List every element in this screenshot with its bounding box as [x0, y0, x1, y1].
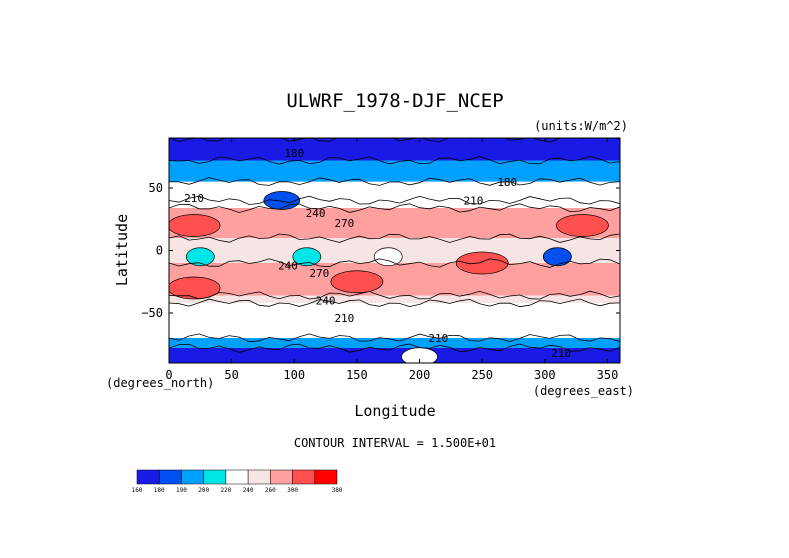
contour-line-2: [169, 177, 620, 186]
field-feature-6: [455, 251, 509, 275]
contour-line-5: [169, 233, 620, 243]
colorbar-swatch-0: [136, 469, 160, 485]
colorbar-label-2: 190: [176, 487, 187, 494]
x-tick-label-7: 350: [597, 368, 619, 382]
lat-band-0: [169, 138, 620, 161]
colorbar-label-5: 240: [243, 487, 254, 494]
field-feature-2: [373, 247, 403, 267]
contour-line-8: [169, 298, 620, 308]
x-unit-label: (degrees_east): [533, 384, 634, 398]
field-feature-9: [169, 276, 221, 300]
lat-band-8: [169, 303, 620, 338]
y-axis-label: Latitude: [113, 214, 131, 286]
field-feature-1: [292, 247, 322, 267]
lat-band-10: [169, 348, 620, 363]
colorbar-label-1: 180: [154, 487, 165, 494]
lat-band-3: [169, 200, 620, 208]
contour-label-1: 210: [184, 192, 204, 205]
colorbar-swatch-2: [181, 469, 204, 485]
contour-line-7: [169, 290, 620, 300]
y-tick-label-2: −50: [141, 306, 163, 320]
lat-band-7: [169, 295, 620, 303]
y-tick-label-0: 50: [149, 181, 163, 195]
colorbar-label-6: 260: [265, 487, 276, 494]
x-tick-label-5: 250: [471, 368, 493, 382]
contour-label-10: 210: [428, 332, 448, 345]
x-axis-label: Longitude: [354, 402, 435, 420]
contour-label-8: 240: [316, 295, 336, 308]
x-tick-label-3: 150: [346, 368, 368, 382]
colorbar-label-0: 160: [132, 487, 143, 494]
contour-label-7: 270: [309, 267, 329, 280]
y-unit-label: (degrees_north): [106, 376, 214, 390]
contour-label-5: 270: [334, 217, 354, 230]
colorbar-label-8: 380: [332, 487, 343, 494]
lat-band-6: [169, 263, 620, 296]
contour-label-2: 240: [306, 207, 326, 220]
contour-line-9: [169, 333, 620, 343]
chart-title: ULWRF_1978-DJF_NCEP: [286, 90, 503, 112]
contour-line-4: [169, 203, 620, 213]
field-feature-0: [185, 247, 215, 267]
y-tick-label-1: 0: [156, 244, 163, 258]
colorbar-swatch-1: [158, 469, 182, 485]
lat-band-4: [169, 208, 620, 238]
field-feature-8: [330, 270, 384, 294]
contour-label-4: 180: [497, 176, 517, 189]
contour-labels: 180 210 240 210 180 270 240 270 240 210 210 210: [184, 147, 571, 360]
x-tick-label-1: 50: [224, 368, 238, 382]
field-feature-4: [543, 247, 572, 267]
contour-line-1: [169, 155, 620, 165]
axes: 0 50 100 150 200 250 300 350 50 0 −50: [141, 138, 620, 382]
colorbar-swatch-6: [270, 469, 293, 485]
field-feature-7: [556, 214, 609, 237]
contour-label-6: 240: [278, 260, 298, 273]
x-tick-label-2: 100: [283, 368, 305, 382]
lat-band-1: [169, 160, 620, 182]
lat-band-9: [169, 338, 620, 348]
contour-line-10: [169, 343, 620, 353]
contour-label-3: 210: [463, 195, 483, 208]
colorbar-swatch-7: [292, 469, 316, 485]
x-tick-label-6: 300: [534, 368, 556, 382]
x-tick-label-0: 0: [165, 368, 172, 382]
colorbar-label-7: 300: [287, 487, 298, 494]
contour-interval-text: CONTOUR INTERVAL = 1.500E+01: [294, 436, 496, 450]
units-label: (units:W/m^2): [534, 119, 628, 133]
contour-label-0: 180: [284, 147, 304, 160]
x-tick-label-4: 200: [409, 368, 431, 382]
contour-line-6: [169, 258, 620, 268]
field-feature-5: [169, 214, 221, 237]
colorbar-swatch-5: [247, 469, 271, 485]
contour-label-11: 210: [551, 347, 571, 360]
colorbar-label-3: 200: [198, 487, 209, 494]
contour-label-9: 210: [334, 312, 354, 325]
lat-band-2: [169, 181, 620, 201]
colorbar-swatch-3: [203, 469, 227, 485]
data-field: [169, 138, 620, 363]
colorbar: 160 180 190 200 220 240 260 300 380: [132, 469, 343, 494]
contour-line-3: [169, 195, 620, 205]
colorbar-label-4: 220: [220, 487, 231, 494]
colorbar-swatch-4: [225, 469, 249, 485]
colorbar-swatch-8: [314, 469, 338, 485]
